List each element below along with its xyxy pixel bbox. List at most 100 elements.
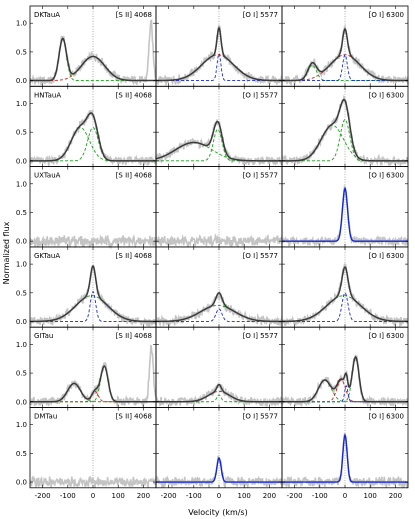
- line-label: [O I] 6300: [369, 91, 404, 99]
- observed-spectrum: [29, 475, 157, 488]
- x-tick-label: -100: [312, 492, 328, 500]
- line-label: [O I] 5577: [243, 413, 278, 421]
- panel-DMTau-1: [O I] 5577 -200 -100 0 100 200: [155, 407, 283, 500]
- single-component-fit: [156, 456, 282, 483]
- x-tick-label: -100: [186, 492, 202, 500]
- observed-spectrum: [29, 19, 157, 86]
- x-tick-label: -200: [35, 492, 51, 500]
- x-tick-label: 200: [137, 492, 150, 500]
- component-green-0: [282, 124, 408, 162]
- total-fit: [282, 355, 408, 403]
- component-blue-1: [156, 52, 282, 82]
- panel-GITau-1: [O I] 5577: [155, 326, 283, 408]
- line-label: [S II] 4068: [116, 172, 152, 180]
- observed-spectrum: [155, 24, 283, 86]
- observed-spectrum: [281, 185, 409, 248]
- panel-GITau-2: [O I] 6300: [281, 326, 409, 408]
- total-fit: [30, 112, 156, 162]
- panel-DKTauA-2: [O I] 6300: [281, 5, 409, 87]
- star-label: GKTauA: [34, 252, 60, 260]
- panel-GKTauA-2: [O I] 6300: [281, 246, 409, 329]
- single-component-fit: [282, 186, 408, 242]
- y-tick-label: 1.0: [16, 261, 27, 269]
- panel-DMTau-0: DMTau [S II] 4068 0.0 0.5 1.0 -200 -100 0 100 200: [16, 407, 157, 500]
- panel-HNTauA-1: [O I] 5577: [155, 85, 283, 168]
- component-green-1: [156, 128, 282, 162]
- y-tick-label: 0.0: [16, 479, 27, 487]
- line-label: [O I] 6300: [369, 332, 404, 340]
- y-tick-label: 0.5: [16, 129, 27, 137]
- panel-HNTauA-0: HNTauA [S II] 4068 0.0 0.5 1.0: [16, 85, 157, 168]
- line-label: [O I] 5577: [243, 11, 278, 19]
- line-label: [O I] 6300: [369, 11, 404, 19]
- component-blue-1: [282, 292, 408, 322]
- line-label: [S II] 4068: [116, 413, 152, 421]
- x-axis-label: Velocity (km/s): [188, 508, 247, 517]
- x-tick-label: 200: [389, 492, 402, 500]
- total-fit: [156, 383, 282, 403]
- y-tick-label: 0.0: [16, 77, 27, 85]
- line-label: [S II] 4068: [116, 11, 152, 19]
- line-label: [S II] 4068: [116, 332, 152, 340]
- x-tick-label: 0: [217, 492, 221, 500]
- x-tick-label: -100: [60, 492, 76, 500]
- panel-GKTauA-1: [O I] 5577: [155, 246, 283, 328]
- total-fit: [30, 37, 156, 82]
- line-label: [O I] 6300: [369, 413, 404, 421]
- panel-DMTau-2: [O I] 6300 -200 -100 0 100 200: [281, 407, 409, 500]
- y-tick-label: 0.0: [16, 157, 27, 165]
- line-label: [O I] 6300: [369, 252, 404, 260]
- component-blue-1: [156, 308, 282, 322]
- y-tick-label: 0.5: [16, 289, 27, 297]
- x-tick-label: 0: [343, 492, 347, 500]
- total-fit: [30, 264, 157, 323]
- x-tick-label: 200: [263, 492, 276, 500]
- y-tick-label: 0.0: [16, 238, 27, 246]
- y-tick-label: 0.0: [16, 318, 27, 326]
- panel-GKTauA-0: GKTauA [S II] 4068 0.0 0.5 1.0: [16, 246, 157, 328]
- total-fit: [155, 120, 282, 162]
- y-tick-label: 1.0: [16, 20, 27, 28]
- total-fit: [281, 266, 408, 323]
- star-label: DKTauA: [34, 11, 60, 19]
- y-tick-label: 0.5: [16, 450, 27, 458]
- y-tick-label: 0.5: [16, 48, 27, 56]
- line-label: [O I] 6300: [369, 172, 404, 180]
- x-tick-label: 100: [112, 492, 125, 500]
- panel-HNTauA-2: [O I] 6300: [281, 85, 409, 168]
- total-fit: [30, 365, 156, 403]
- line-label: [O I] 5577: [243, 91, 278, 99]
- y-tick-label: 1.0: [16, 180, 27, 188]
- total-fit: [282, 27, 408, 82]
- x-tick-label: -200: [287, 492, 303, 500]
- star-label: UXTauA: [34, 172, 61, 180]
- panel-UXTauA-2: [O I] 6300: [281, 166, 409, 248]
- y-tick-label: 0.0: [16, 398, 27, 406]
- total-fit: [282, 98, 408, 162]
- panel-DKTauA-0: DKTauA [S II] 4068 0.0 0.5 1.0: [16, 5, 157, 87]
- panel-GITau-0: GITau [S II] 4068 0.0 0.5 1.0: [16, 326, 157, 408]
- total-fit: [156, 292, 282, 323]
- star-label: GITau: [34, 332, 53, 340]
- y-tick-label: 0.5: [16, 370, 27, 378]
- y-tick-label: 1.0: [16, 100, 27, 108]
- single-component-fit: [282, 433, 408, 483]
- line-label: [O I] 5577: [243, 252, 278, 260]
- x-tick-label: 100: [364, 492, 377, 500]
- x-tick-label: 100: [238, 492, 251, 500]
- star-label: HNTauA: [34, 91, 61, 99]
- line-label: [O I] 5577: [243, 172, 278, 180]
- y-axis-label: Normalized flux: [2, 221, 11, 284]
- y-tick-label: 1.0: [16, 341, 27, 349]
- line-label: [S II] 4068: [116, 252, 152, 260]
- total-fit: [156, 26, 283, 82]
- panel-UXTauA-1: [O I] 5577: [155, 166, 283, 248]
- panel-DKTauA-1: [O I] 5577: [155, 5, 283, 87]
- line-label: [O I] 5577: [243, 332, 278, 340]
- star-label: DMTau: [34, 413, 57, 421]
- x-tick-label: 0: [91, 492, 95, 500]
- y-tick-label: 0.5: [16, 209, 27, 217]
- observed-spectrum: [155, 233, 283, 248]
